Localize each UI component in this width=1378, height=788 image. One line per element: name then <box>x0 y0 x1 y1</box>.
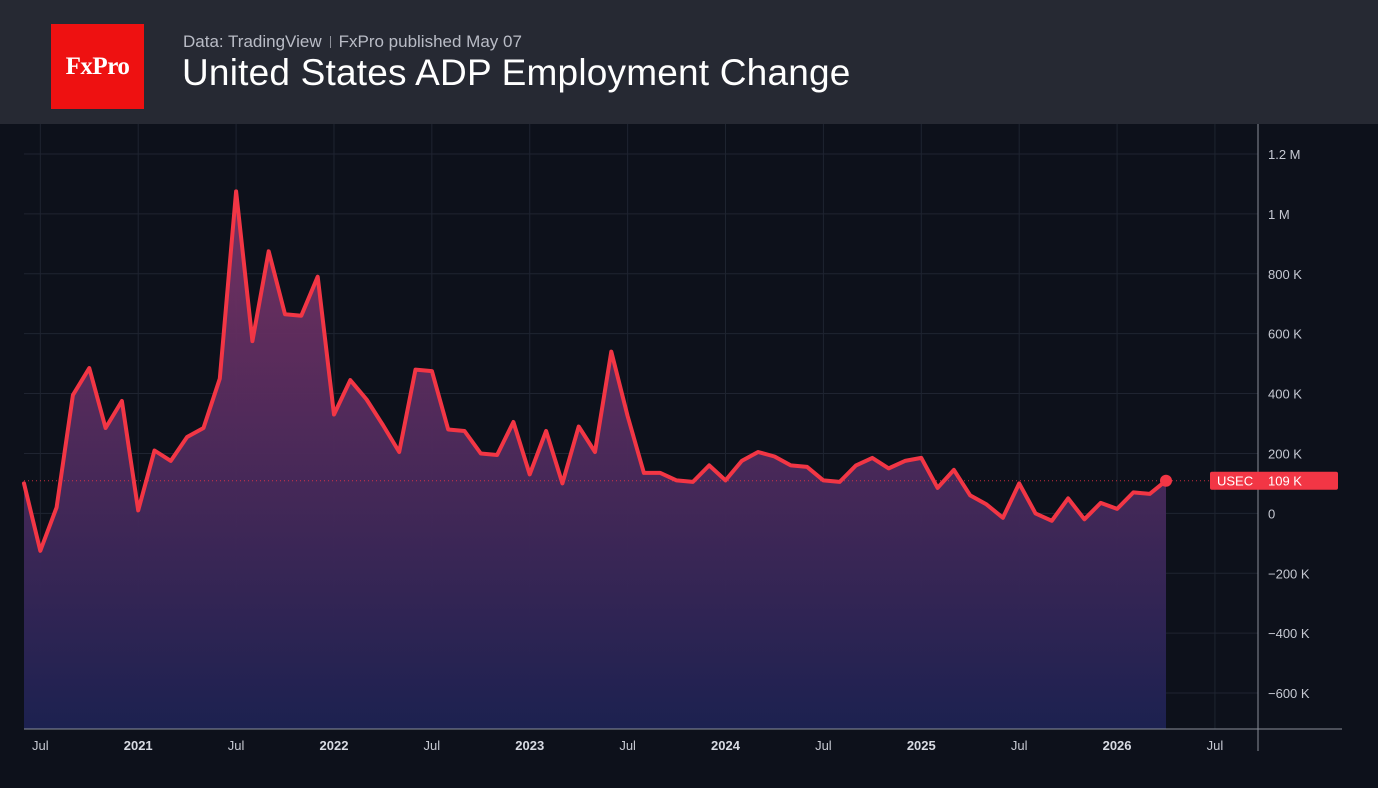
x-tick-label: 2025 <box>907 738 936 753</box>
last-point-marker <box>1160 474 1172 487</box>
fxpro-logo: FxPro <box>51 24 144 109</box>
x-tick-label: Jul <box>1207 738 1224 753</box>
y-tick-label: 1 M <box>1268 207 1290 222</box>
badge-symbol: USEC <box>1217 474 1253 489</box>
y-tick-label: 200 K <box>1268 446 1302 461</box>
x-tick-label: Jul <box>815 738 832 753</box>
x-tick-label: Jul <box>32 738 49 753</box>
published-date: FxPro published May 07 <box>338 32 522 51</box>
series-line-usec <box>22 189 1168 553</box>
data-source: Data: TradingView <box>183 32 322 51</box>
series-area-fill <box>24 191 1166 729</box>
badge-value: 109 K <box>1268 474 1302 489</box>
logo-text: FxPro <box>65 52 130 80</box>
x-tick-label: 2023 <box>515 738 544 753</box>
x-tick-label: Jul <box>619 738 636 753</box>
header-bar: FxPro Data: TradingView FxPro published … <box>0 0 1378 124</box>
area-layer <box>22 189 1168 729</box>
x-tick-label: 2024 <box>711 738 741 753</box>
x-tick-label: Jul <box>228 738 245 753</box>
y-tick-label: −600 K <box>1268 686 1310 701</box>
chart-subtitle: Data: TradingView FxPro published May 07 <box>183 32 522 52</box>
y-tick-label: 600 K <box>1268 327 1302 342</box>
y-tick-label: 0 <box>1268 506 1275 521</box>
chart-area: −600 K −400 K −200 K 0 200 K 400 K 600 K 800 K 1… <box>22 124 1342 753</box>
x-tick-label: 2026 <box>1103 738 1132 753</box>
x-axis-ticks: Jul 2021 Jul 2022 Jul 2023 Jul 2024 Jul 2025 Jul 20… <box>32 738 1223 753</box>
x-tick-label: Jul <box>1011 738 1028 753</box>
y-tick-label: −200 K <box>1268 566 1310 581</box>
y-tick-label: 400 K <box>1268 387 1302 402</box>
y-axis-ticks: −600 K −400 K −200 K 0 200 K 400 K 600 K 800 K 1… <box>1268 147 1310 701</box>
last-value-badge <box>1210 471 1338 490</box>
y-tick-label: −400 K <box>1268 626 1310 641</box>
subtitle-separator <box>329 36 331 48</box>
x-tick-label: 2021 <box>124 738 153 753</box>
axes <box>24 124 1342 751</box>
y-tick-label: 800 K <box>1268 267 1302 282</box>
chart-title: United States ADP Employment Change <box>182 52 851 93</box>
x-tick-label: 2022 <box>320 738 349 753</box>
y-tick-label: 1.2 M <box>1268 147 1301 162</box>
x-tick-label: Jul <box>424 738 441 753</box>
marker-layer: USEC 109 K <box>1160 471 1338 490</box>
